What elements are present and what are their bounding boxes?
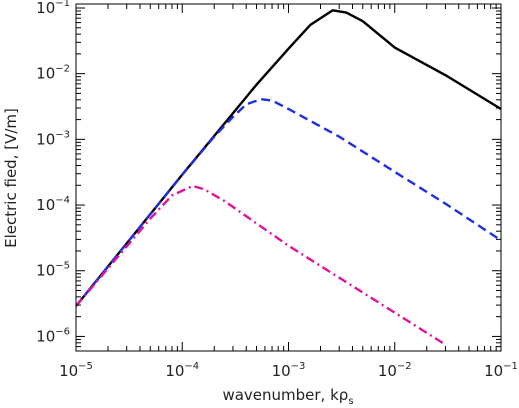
series-line-3 [76, 184, 447, 346]
y-tick-label: 10−2 [36, 64, 70, 83]
y-axis-title: Electric fied, [V/m] [2, 108, 20, 248]
plot-frame [75, 3, 502, 352]
x-tick-label: 10−5 [59, 361, 93, 380]
y-tick-label: 10−6 [36, 326, 70, 345]
y-tick-label: 10−5 [36, 261, 70, 280]
y-tick-label: 10−4 [36, 195, 70, 214]
x-axis-title: wavenumber, kρs [222, 386, 353, 407]
y-tick-label: 10−1 [36, 0, 70, 17]
y-tick-label: 10−3 [36, 129, 70, 148]
series-layer [76, 9, 501, 346]
x-tick-label: 10−3 [272, 361, 306, 380]
label-layer: 10−5 10−4 10−3 10−2 10−1 10−6 10−5 10−4 10−3 10−2… [36, 0, 518, 380]
x-tick-label: 10−1 [484, 361, 518, 380]
x-tick-label: 10−4 [165, 361, 199, 380]
x-tick-label: 10−2 [378, 361, 412, 380]
tick-layer [75, 4, 502, 352]
series-line-1 [76, 9, 501, 307]
series-line-2 [76, 97, 501, 307]
